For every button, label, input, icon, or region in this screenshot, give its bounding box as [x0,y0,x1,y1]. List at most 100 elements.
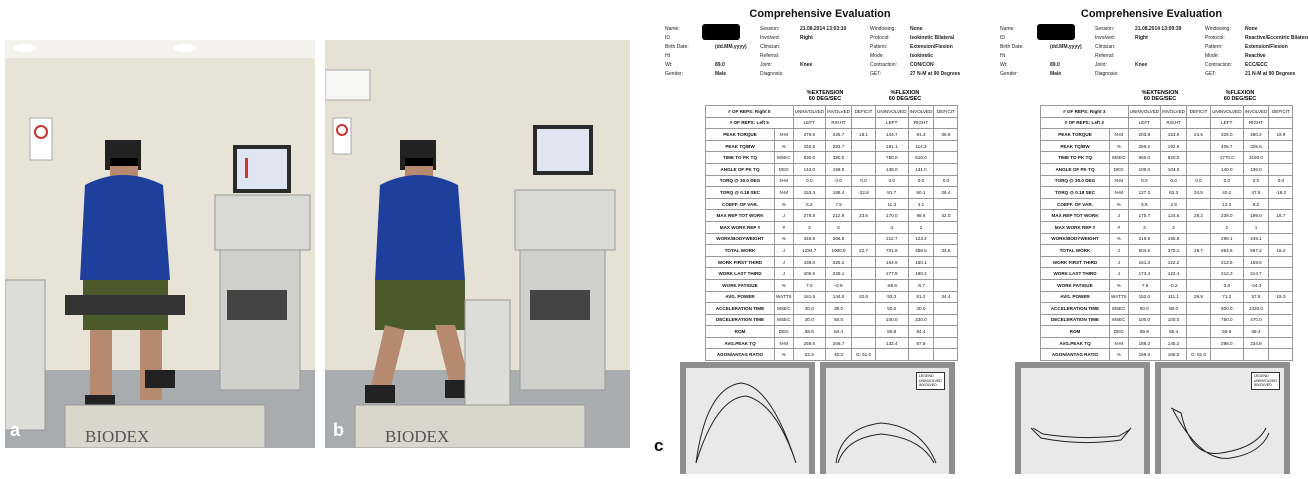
row-label: TORQ @ 0.18 SEC [706,187,775,199]
value-cell: 83.3 [1161,187,1187,199]
empty-cell [934,233,958,245]
field-label: Pattern: [870,44,888,50]
value-cell: 144.7 [876,129,909,141]
value-cell: 0.0 [908,175,934,187]
empty-cell [852,163,876,175]
value-cell: 30.0 [793,303,826,315]
header-row: Gender:Male [665,71,689,80]
table-row: TORQ @ 30.0 DEGN-M0.00.00.00.00.00.0 [706,175,958,187]
field-label: Mode: [870,53,884,59]
header-row: Contraction:CON/CON [870,62,897,71]
row-unit: % [775,198,794,210]
table-row: TOTAL WORKJ1294.71000.922.7701.6458.634.… [706,245,958,257]
field-label: Name: [1000,26,1015,32]
value-cell: 405.5 [793,268,826,280]
row-label: WORK LAST THIRD [1041,268,1110,280]
header-row: Diagnosis: [1095,71,1118,80]
field-value: 89.0 [715,62,725,68]
value-cell: 34.5 [1187,187,1211,199]
field-label: Ht [665,53,670,59]
row-unit: J [1110,210,1129,222]
value-cell: 59.9 [1211,326,1244,338]
header-row: Name: [665,26,689,35]
side-head: LEFT [1128,117,1161,129]
row-unit: N-M [1110,187,1129,199]
value-cell: 8.2 [1243,198,1269,210]
value-cell: 34.4 [934,291,958,303]
value-cell: 701.6 [876,245,909,257]
value-cell: 152.0 [1128,291,1161,303]
value-cell: 20.6 [852,291,876,303]
reps-label: # OF REPS: Left 5 [706,117,794,129]
value-cell: 390.0 [826,152,852,164]
value-cell: 181.1 [876,140,909,152]
reps-label: # OF REPS: Right 3 [1041,106,1129,118]
field-label: Protocol: [1205,35,1225,41]
empty-cell [1187,140,1211,152]
report: Comprehensive EvaluationName:IDBirth Dat… [995,0,1308,474]
value-cell: 122.2 [1161,256,1187,268]
value-cell: 370.1 [1161,245,1187,257]
table-heading: %EXTENSION60 DEG/SEC [785,90,865,102]
value-cell: 3 [793,221,826,233]
header-row: Session:21.08.2014 13:09:39 [1095,26,1118,35]
row-unit: DEG [775,326,794,338]
empty-cell [852,221,876,233]
field-label: Wt: [1000,62,1008,68]
row-unit: # [775,221,794,233]
value-cell: 5 [826,221,852,233]
value-cell: 510.0 [908,152,934,164]
table-row: WORK FIRST THIRDJ161.3122.2213.5159.6 [1041,256,1293,268]
value-cell: 470.0 [1243,314,1269,326]
value-cell: 42.0 [934,210,958,222]
value-cell: 58.4 [1243,326,1269,338]
header-row: ID [1000,35,1024,44]
value-cell: 0.6 [1211,279,1244,291]
side-head: LEFT [876,117,909,129]
row-unit: J [775,210,794,222]
column-head: UNINVOLVED [1211,106,1244,118]
value-cell: 84.4 [908,326,934,338]
field-value: Reactive [1245,53,1266,59]
field-label: Involved: [760,35,780,41]
empty-cell [934,314,958,326]
value-cell: 55.4 [1161,326,1187,338]
value-cell: 57.5 [1243,291,1269,303]
value-cell: -6.7 [908,279,934,291]
value-cell: 328.1 [826,268,852,280]
header-row: Mode:Reactive [1205,53,1232,62]
row-unit: J [775,268,794,280]
empty-cell [934,117,958,129]
value-cell: 159.3 [1128,349,1161,361]
value-cell: 192.6 [1161,140,1187,152]
value-cell: 170.0 [876,210,909,222]
empty-cell [1187,152,1211,164]
table-row: PEAK TQ/BW%340.5283.7181.1114.3 [706,140,958,152]
value-cell: 19.3 [1269,291,1293,303]
table-row: AVG. POWERWATTS152.0111.126.971.257.519.… [1041,291,1293,303]
reps-label: # OF REPS: Right 5 [706,106,794,118]
field-label: ID [1000,35,1005,41]
value-cell: 4 [876,221,909,233]
value-cell: 19.9 [1269,129,1293,141]
value-cell: 40.2 [1211,187,1244,199]
row-unit: MSEC [1110,303,1129,315]
value-cell: 0.0 [1269,175,1293,187]
table-row: PEAK TORQUEN-M276.6226.718.1144.791.336.… [706,129,958,141]
value-cell: 40.0 [908,303,934,315]
machine-label: BIODEX [385,427,449,446]
curve-plot [686,368,809,474]
value-cell: 86.8 [876,326,909,338]
value-cell: 206.7 [826,337,852,349]
value-cell: 138.0 [876,163,909,175]
value-cell: 155.8 [1161,233,1187,245]
row-unit: N-M [775,187,794,199]
row-label: WORK FIRST THIRD [1041,256,1110,268]
value-cell: 29.2 [1187,210,1211,222]
empty-cell [1187,326,1211,338]
value-cell: 16.2 [1269,245,1293,257]
